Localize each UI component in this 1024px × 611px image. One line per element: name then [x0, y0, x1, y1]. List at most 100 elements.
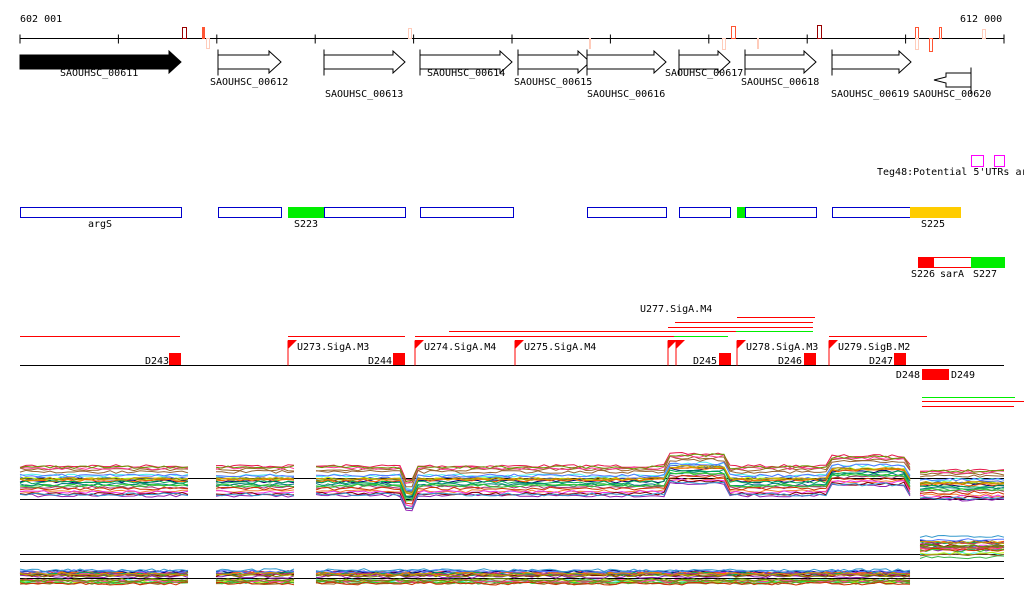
promoter-down-box[interactable] — [894, 353, 906, 365]
expression-profile-line — [919, 547, 1005, 552]
srna-label: S227 — [973, 269, 997, 280]
expression-profile-line — [315, 454, 911, 485]
promoter-down-box[interactable] — [169, 353, 181, 365]
promoter-down-label[interactable]: D244 — [368, 356, 392, 367]
expression-profile-line — [315, 465, 911, 495]
gene-label[interactable]: SAOUHSC_00617 — [665, 68, 743, 79]
gene-arrow[interactable] — [678, 49, 731, 75]
teg-feature[interactable] — [994, 155, 1005, 167]
expression-profile-line — [19, 486, 189, 491]
annotation-feature[interactable] — [587, 207, 667, 218]
gene-arrow[interactable] — [217, 49, 282, 75]
gene-label[interactable]: SAOUHSC_00620 — [913, 89, 991, 100]
expression-profile-line — [919, 540, 1005, 545]
gene-arrow[interactable] — [586, 49, 667, 75]
expression-profile-line — [215, 569, 295, 574]
expression-profile-line — [315, 461, 911, 491]
expression-profile-line — [215, 482, 295, 487]
annotation-feature[interactable] — [679, 207, 731, 218]
promoter-up-label[interactable]: U278.SigA.M3 — [746, 342, 818, 353]
ruler-start-label: 602 001 — [20, 14, 62, 25]
expression-profile-line — [215, 486, 295, 491]
expression-profile-line — [315, 572, 911, 577]
coverage-mark — [915, 38, 919, 50]
annotation-feature[interactable] — [218, 207, 282, 218]
ruler-end-label: 612 000 — [960, 14, 1002, 25]
promoter-down-label[interactable]: D243 — [145, 356, 169, 367]
promoter-down-label[interactable]: D247 — [869, 356, 893, 367]
srna-feature[interactable] — [918, 257, 933, 268]
promoter-up-label[interactable]: U279.SigB.M2 — [838, 342, 910, 353]
gene-label[interactable]: SAOUHSC_00611 — [60, 68, 138, 79]
annotation-feature[interactable] — [910, 207, 961, 218]
expression-profile-line — [19, 571, 189, 576]
gene-arrow[interactable] — [19, 49, 182, 75]
promoter-down-box[interactable] — [393, 353, 405, 365]
promoter-down-box[interactable] — [804, 353, 816, 365]
expression-profile-line — [215, 480, 295, 485]
gene-label[interactable]: SAOUHSC_00615 — [514, 77, 592, 88]
promoter-down-label[interactable]: D246 — [778, 356, 802, 367]
expression-profile-line — [215, 469, 295, 474]
promoter-up-label[interactable]: U274.SigA.M4 — [424, 342, 496, 353]
expression-profile-line — [919, 555, 1005, 560]
expression-profile-line — [19, 476, 189, 481]
gene-arrow[interactable] — [323, 49, 406, 75]
expression-profile-line — [919, 493, 1005, 497]
expression-profile-line — [315, 581, 911, 586]
promoter-flag-icon — [829, 340, 838, 349]
coverage-mark — [589, 38, 591, 49]
promoter-flag-icon — [737, 340, 746, 349]
annotation-feature[interactable] — [420, 207, 514, 218]
annotation-feature[interactable] — [745, 207, 817, 218]
promoter-down-box[interactable] — [922, 369, 936, 380]
promoter-up-label[interactable]: U275.SigA.M4 — [524, 342, 596, 353]
gene-arrow[interactable] — [933, 72, 972, 88]
expression-profile-line — [920, 488, 1004, 492]
gene-arrow[interactable] — [831, 49, 912, 75]
expression-profile-line — [315, 481, 911, 512]
coverage-mark — [206, 38, 210, 49]
expression-profile-line — [19, 465, 189, 470]
gene-label[interactable]: SAOUHSC_00614 — [427, 68, 505, 79]
expression-profile-line — [919, 480, 1005, 485]
gene-arrow[interactable] — [419, 49, 513, 75]
coverage-mark — [731, 26, 736, 39]
gene-arrow[interactable] — [744, 49, 817, 75]
promoter-down-box[interactable] — [719, 353, 731, 365]
expression-profile-line — [215, 568, 295, 573]
expression-profile-line — [919, 483, 1005, 487]
promoter-down-label[interactable]: D248 — [896, 370, 920, 381]
expression-profile-line — [19, 480, 189, 485]
annotation-feature[interactable] — [324, 207, 406, 218]
promoter-down-box[interactable] — [935, 369, 949, 380]
gene-label[interactable]: SAOUHSC_00619 — [831, 89, 909, 100]
promoter-down-label[interactable]: D245 — [693, 356, 717, 367]
gene-label[interactable]: SAOUHSC_00616 — [587, 89, 665, 100]
expression-profile-line — [19, 477, 189, 482]
srna-feature[interactable] — [971, 257, 1005, 268]
teg-feature[interactable] — [971, 155, 984, 167]
coverage-mark — [182, 27, 187, 39]
gene-arrow[interactable] — [517, 49, 591, 75]
annotation-feature[interactable] — [832, 207, 911, 218]
expression-profile-line — [315, 470, 911, 499]
promoter-down-label[interactable]: D249 — [951, 370, 975, 381]
srna-label: sarA — [940, 269, 964, 280]
annotation-feature[interactable] — [737, 207, 746, 218]
annotation-feature[interactable] — [20, 207, 182, 218]
gene-label[interactable]: SAOUHSC_00613 — [325, 89, 403, 100]
annotation-label: S223 — [294, 219, 318, 230]
srna-label: S226 — [911, 269, 935, 280]
promoter-up-label[interactable]: U277.SigA.M4 — [640, 304, 712, 315]
expression-profile-line — [919, 469, 1005, 474]
coverage-mark — [817, 25, 822, 39]
expression-profile-line — [215, 476, 295, 481]
gene-label[interactable]: SAOUHSC_00618 — [741, 77, 819, 88]
promoter-up-label[interactable]: U273.SigA.M3 — [297, 342, 369, 353]
srna-feature[interactable] — [933, 257, 972, 268]
gene-label[interactable]: SAOUHSC_00612 — [210, 77, 288, 88]
expression-profile-line — [315, 453, 911, 483]
annotation-feature[interactable] — [288, 207, 325, 218]
